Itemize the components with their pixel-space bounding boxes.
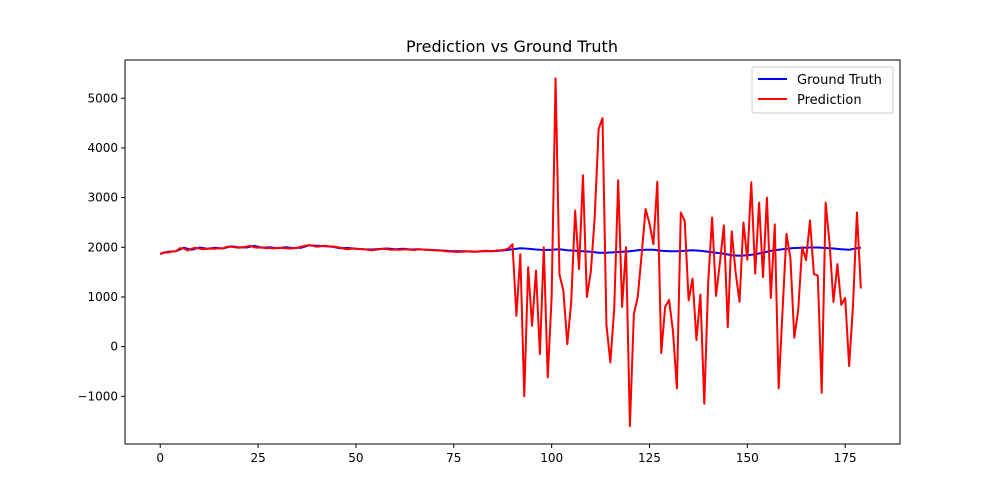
y-tick-label: 3000 [87,191,118,205]
x-tick-label: 150 [736,451,759,465]
legend-label-ground-truth: Ground Truth [797,73,882,88]
y-tick-label: 2000 [87,240,118,254]
legend-label-prediction: Prediction [797,93,862,108]
series-line-prediction [159,77,862,428]
x-axis: 0 25 50 75 100 125 150 175 [156,444,857,465]
y-tick-label: 5000 [87,91,118,105]
x-tick-label: 175 [834,451,857,465]
chart-title: Prediction vs Ground Truth [406,37,618,56]
x-tick-label: 125 [638,451,661,465]
legend: Ground Truth Prediction [751,66,894,114]
legend-box [751,66,894,114]
y-axis: −1000 0 1000 2000 3000 4000 5000 [77,91,125,403]
x-tick-label: 0 [156,451,164,465]
x-tick-label: 25 [250,451,265,465]
x-tick-label: 75 [446,451,461,465]
y-tick-label: 4000 [87,141,118,155]
y-tick-label: 1000 [87,290,118,304]
y-tick-label: 0 [110,340,118,354]
axes-frame [124,59,901,445]
y-tick-label: −1000 [77,389,118,403]
x-tick-label: 100 [540,451,563,465]
x-tick-label: 50 [348,451,363,465]
plot-area [159,77,862,428]
